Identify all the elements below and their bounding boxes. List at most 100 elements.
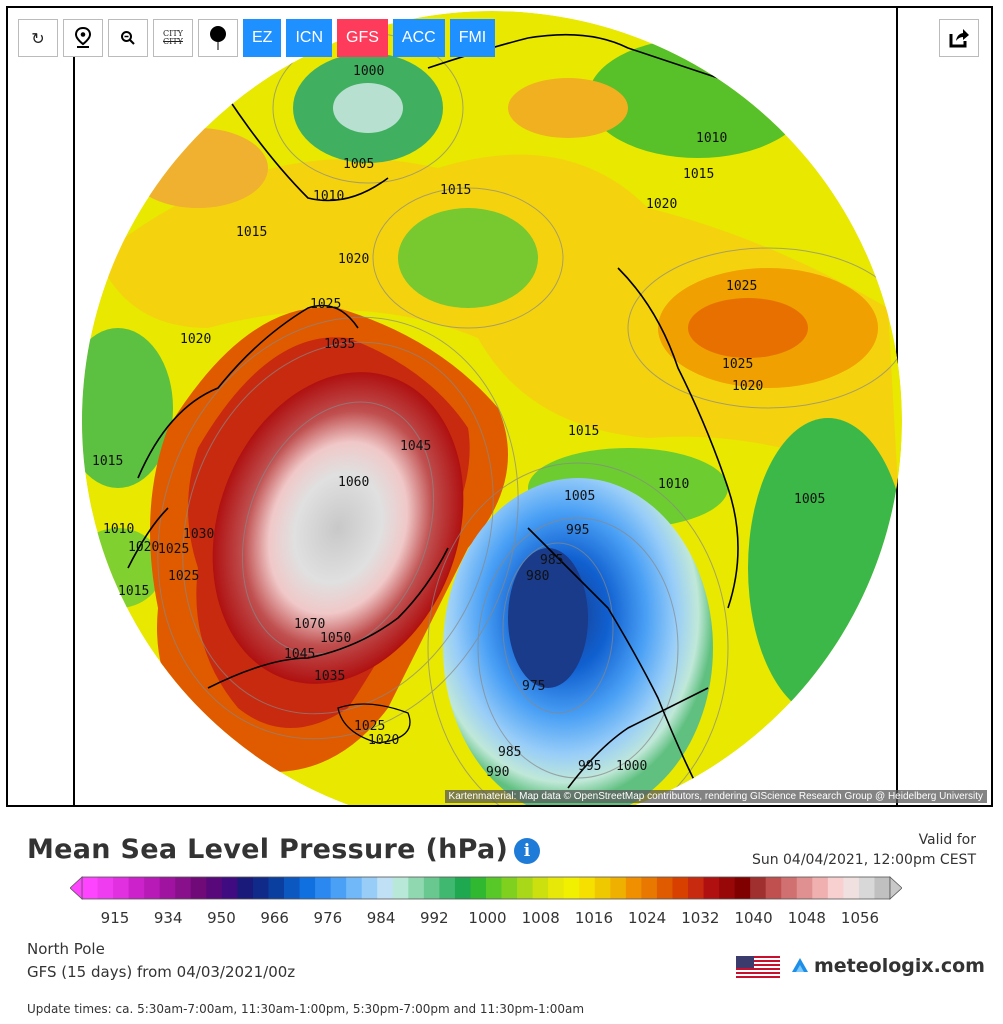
isobar-label: 1020 — [180, 332, 211, 347]
legend-swatch — [377, 877, 394, 899]
isobar-label: 995 — [566, 523, 589, 538]
legend-swatch — [330, 877, 347, 899]
legend-tick-label: 1024 — [628, 909, 667, 927]
isobar-label: 1000 — [353, 64, 384, 79]
isobar-label: 985 — [498, 745, 521, 760]
legend-swatch — [843, 877, 860, 899]
legend-swatch — [439, 877, 456, 899]
isobar-label: 980 — [526, 569, 549, 584]
isobar-label: 1060 — [338, 475, 369, 490]
legend-swatch — [423, 877, 440, 899]
isobar-label: 1035 — [324, 337, 355, 352]
legend-swatch — [221, 877, 238, 899]
legend-swatch — [874, 877, 891, 899]
zoom-icon — [121, 31, 135, 45]
balloon-button[interactable] — [198, 19, 238, 57]
isobar-label: 1045 — [284, 647, 315, 662]
pressure-map[interactable]: 1000 1005 1010 1015 1020 1025 1020 1015 … — [8, 8, 993, 807]
city-label-top: CITY — [163, 29, 183, 38]
map-toolbar: ↻ CITY CITY EZ ICN GFS ACC FMI — [18, 19, 496, 57]
legend-swatch — [454, 877, 471, 899]
isobar-label: 1015 — [92, 454, 123, 469]
legend-swatch — [781, 877, 798, 899]
legend-swatch — [237, 877, 254, 899]
location-name: North Pole — [27, 940, 105, 958]
legend-swatch — [610, 877, 627, 899]
model-button-icn[interactable]: ICN — [286, 19, 333, 57]
legend-tick-label: 934 — [153, 909, 183, 927]
legend-swatch — [517, 877, 534, 899]
model-label: EZ — [252, 29, 273, 46]
update-times: Update times: ca. 5:30am-7:00am, 11:30am… — [27, 1002, 585, 1016]
legend-swatch — [812, 877, 829, 899]
legend-swatch — [252, 877, 269, 899]
legend-swatch — [392, 877, 409, 899]
legend-swatch — [299, 877, 316, 899]
model-button-gfs[interactable]: GFS — [337, 19, 388, 57]
location-button[interactable] — [63, 19, 103, 57]
zoom-button[interactable] — [108, 19, 148, 57]
legend-max-arrow — [889, 876, 902, 900]
legend-swatch — [408, 877, 425, 899]
legend-swatch — [113, 877, 130, 899]
isobar-label: 1030 — [183, 527, 214, 542]
legend-tick-label: 1016 — [574, 909, 614, 927]
legend-swatch — [641, 877, 658, 899]
isobar-label: 1020 — [732, 379, 763, 394]
legend-swatch — [128, 877, 145, 899]
legend-swatch — [688, 877, 705, 899]
legend-tick-label: 1000 — [468, 909, 507, 927]
legend-swatch — [765, 877, 782, 899]
legend-swatch — [82, 877, 99, 899]
model-label: ICN — [295, 29, 324, 46]
model-run-info: GFS (15 days) from 04/03/2021/00z — [27, 963, 296, 981]
model-button-ez[interactable]: EZ — [243, 19, 282, 57]
isobar-label: 1025 — [354, 719, 385, 734]
balloon-icon — [210, 26, 226, 50]
legend-min-arrow — [70, 876, 83, 900]
us-flag-icon[interactable] — [736, 956, 780, 980]
legend-swatch — [361, 877, 378, 899]
legend-swatch — [144, 877, 161, 899]
legend-tick-label: 915 — [100, 909, 130, 927]
map-panel[interactable]: 1000 1005 1010 1015 1020 1025 1020 1015 … — [6, 6, 993, 807]
share-icon — [949, 29, 969, 48]
legend-swatch — [734, 877, 751, 899]
isobar-label: 975 — [522, 679, 545, 694]
legend-swatch — [750, 877, 767, 899]
legend-swatch — [470, 877, 487, 899]
reload-button[interactable]: ↻ — [18, 19, 58, 57]
legend-swatch — [594, 877, 611, 899]
legend-swatch — [672, 877, 689, 899]
model-button-acc[interactable]: ACC — [392, 19, 445, 57]
isobar-label: 1010 — [696, 131, 727, 146]
isobar-label: 1005 — [343, 157, 374, 172]
isobar-label: 1045 — [400, 439, 431, 454]
location-pin-icon — [74, 27, 92, 48]
legend-swatch — [796, 877, 813, 899]
pressure-field — [82, 11, 902, 805]
legend-swatch — [175, 877, 192, 899]
city-labels-toggle[interactable]: CITY CITY — [153, 19, 193, 57]
brand-logo[interactable]: meteologix.com — [790, 955, 985, 977]
legend-swatch — [719, 877, 736, 899]
isobar-label: 1025 — [158, 542, 189, 557]
legend-swatch — [625, 877, 642, 899]
legend-tick-label: 984 — [366, 909, 396, 927]
isobar-label: 1000 — [616, 759, 647, 774]
isobar-label: 990 — [486, 765, 509, 780]
legend-swatch — [579, 877, 596, 899]
isobar-label: 1015 — [568, 424, 599, 439]
legend-tick-label: 976 — [313, 909, 343, 927]
model-button-fmi[interactable]: FMI — [449, 19, 496, 57]
meteologix-logo-icon — [792, 958, 808, 972]
share-button[interactable] — [939, 19, 979, 57]
legend-tick-label: 950 — [207, 909, 236, 927]
model-label: ACC — [401, 29, 436, 46]
isobar-label: 1070 — [294, 617, 325, 632]
isobar-label: 985 — [540, 553, 563, 568]
isobar-labels: 1000 1005 1010 1015 1020 1025 1020 1015 … — [92, 64, 825, 780]
legend-swatch — [827, 877, 844, 899]
info-icon[interactable]: i — [514, 838, 540, 864]
isobar-label: 1010 — [313, 189, 344, 204]
